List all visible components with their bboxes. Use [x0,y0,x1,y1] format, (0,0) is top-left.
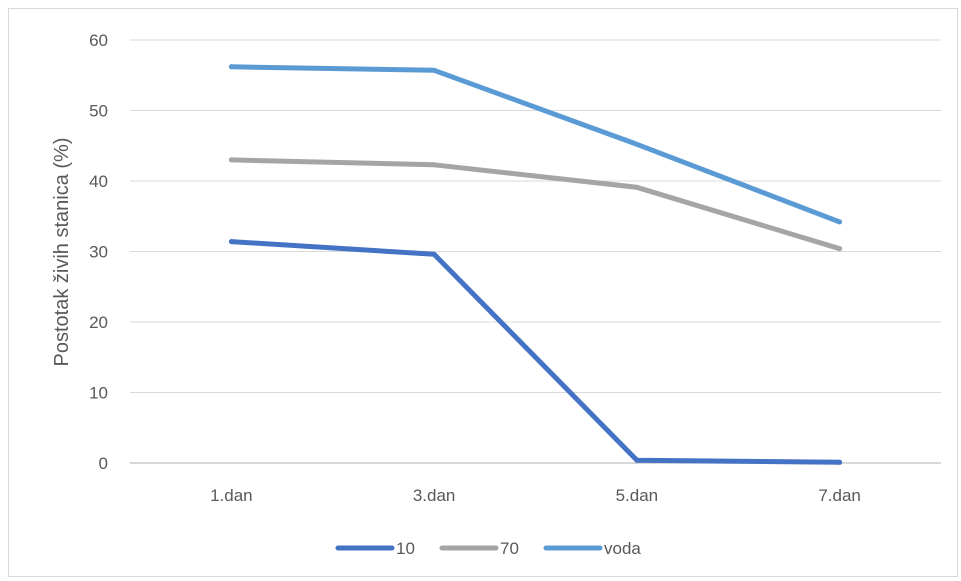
legend-label-voda: voda [604,539,641,558]
y-tick-label: 20 [89,313,108,332]
x-tick-label: 3.dan [413,486,456,505]
x-tick-label: 5.dan [616,486,659,505]
legend-label-70: 70 [500,539,519,558]
data-point-70 [634,184,640,190]
data-point-voda [228,64,234,70]
data-point-voda [431,67,437,73]
x-tick-label: 7.dan [818,486,861,505]
y-tick-label: 0 [99,454,108,473]
y-axis-title: Postotak živih stanica (%) [51,138,73,367]
series-layer [228,64,843,465]
data-point-10 [431,251,437,257]
data-point-70 [837,246,843,252]
data-point-10 [228,239,234,245]
data-point-70 [431,162,437,168]
grid-layer [130,39,941,393]
data-point-10 [634,457,640,463]
y-tick-label: 60 [89,31,108,50]
y-tick-label: 10 [89,384,108,403]
data-point-voda [634,141,640,147]
y-tick-label: 40 [89,172,108,191]
series-line-10 [228,239,843,465]
y-tick-label: 50 [89,102,108,121]
legend: 10 70 voda [335,539,641,558]
data-point-voda [837,219,843,225]
legend-label-10: 10 [396,539,415,558]
chart-frame [8,8,958,577]
series-line-voda [228,64,843,225]
x-axis-ticks: 1.dan 3.dan 5.dan 7.dan [210,486,861,505]
series-line-70 [228,157,843,252]
x-tick-label: 1.dan [210,486,253,505]
y-tick-label: 30 [89,243,108,262]
data-point-70 [228,157,234,163]
data-point-10 [837,459,843,465]
y-axis-ticks: 0 10 20 30 40 50 60 [89,31,108,473]
